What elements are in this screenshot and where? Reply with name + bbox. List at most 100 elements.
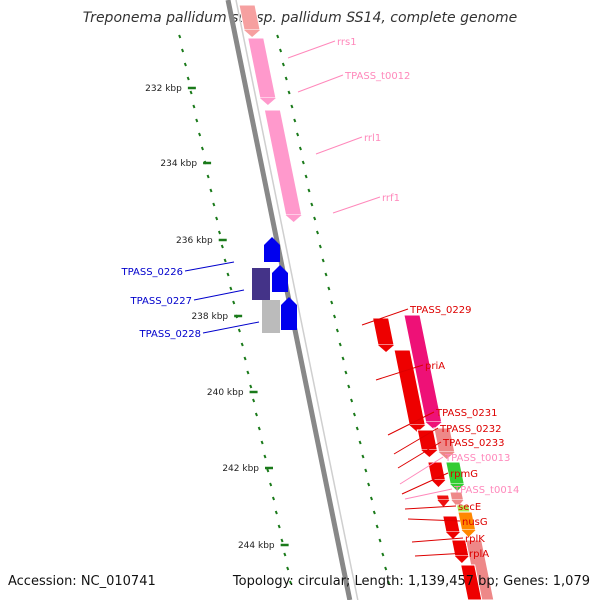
feature-label[interactable]: TPASS_0228 [139, 329, 201, 340]
tick-dot-right [276, 34, 280, 39]
feature-label[interactable]: TPASS_0233 [442, 438, 504, 449]
tick-dot-left [232, 300, 236, 305]
gene-tpass-0227[interactable] [252, 268, 270, 300]
tick-dot-right [358, 440, 362, 445]
tick-dot-left [178, 34, 182, 39]
gene-tpass-0229-a-arrowhead [378, 345, 395, 352]
feature-label[interactable]: TPASS_t0014 [453, 485, 519, 496]
feature-label[interactable]: TPASS_t0013 [444, 453, 510, 464]
tick-dot-left [269, 482, 273, 487]
gene-tpass-0229-a[interactable] [371, 317, 395, 346]
kbp-label: 242 kbp [222, 464, 259, 474]
kbp-label: 240 kbp [207, 388, 244, 398]
tick-dot-right [375, 524, 379, 529]
gene-tpass-0228[interactable] [262, 300, 280, 333]
feature-label[interactable]: rplA [469, 549, 489, 560]
tick-dot-left [283, 552, 287, 557]
feature-leader-line [407, 518, 461, 522]
tick-dot-right [293, 118, 297, 123]
kbp-label: 232 kbp [145, 84, 182, 94]
tick-dot-right [290, 104, 294, 109]
tick-dot-left [220, 244, 224, 249]
feature-leader-line [202, 321, 260, 334]
tick-dot-right [287, 90, 291, 95]
tick-dot-left [189, 90, 193, 95]
feature-label[interactable]: priA [425, 361, 445, 372]
gene-rplk-arrowhead [454, 556, 469, 563]
feature-leader-line [315, 136, 363, 155]
feature-leader-line [332, 196, 381, 214]
feature-label[interactable]: rpmG [450, 469, 478, 480]
tick-dot-left [237, 328, 241, 333]
tick-dot-right [330, 300, 334, 305]
feature-label[interactable]: TPASS_0231 [435, 408, 497, 419]
tick-dot-right [384, 566, 388, 571]
tick-dot-right [344, 370, 348, 375]
tick-dot-left [217, 230, 222, 235]
feature-label[interactable]: secE [458, 502, 481, 513]
tick-dot-right [310, 202, 314, 207]
tick-dot-left [209, 188, 213, 193]
tick-dot-left [289, 580, 293, 585]
tick-dot-left [240, 342, 244, 347]
tick-dot-left [254, 412, 258, 417]
tick-dot-left [277, 524, 281, 529]
tick-dot-right [298, 146, 302, 151]
tick-dot-left [280, 538, 284, 543]
gene-tpass-0231[interactable] [416, 429, 438, 451]
feature-label[interactable]: rrs1 [337, 37, 357, 48]
tick-dot-right [378, 538, 382, 543]
tick-dot-left [271, 496, 276, 501]
gene-small[interactable] [435, 494, 451, 501]
tick-dot-left [257, 426, 261, 431]
tick-dot-left [252, 398, 256, 403]
feature-label[interactable]: TPASS_0232 [439, 424, 501, 435]
gene-top-fragment[interactable] [238, 4, 261, 31]
gene-tpass-0226[interactable] [272, 265, 288, 292]
feature-label[interactable]: TPASS_t0012 [344, 71, 410, 82]
tick-dot-right [372, 510, 376, 515]
gene-rrl1-arrowhead [285, 215, 302, 222]
gene-rpla-b[interactable] [460, 564, 483, 600]
tick-dot-left [286, 566, 290, 571]
gene-tpass-0226-upper[interactable] [264, 237, 280, 262]
feature-label[interactable]: nusG [462, 517, 488, 528]
feature-label[interactable]: rrl1 [364, 133, 381, 144]
tick-dot-left [263, 454, 267, 459]
feature-leader-line [387, 411, 435, 436]
gene-rrs1-arrowhead [259, 98, 276, 105]
feature-leader-line [361, 308, 409, 326]
gene-rpmg-arrowhead [450, 484, 465, 491]
tick-dot-right [304, 174, 308, 179]
feature-label[interactable]: TPASS_0227 [130, 296, 192, 307]
gene-tpass-0233-arrowhead [431, 480, 446, 487]
feature-leader-line [193, 289, 245, 301]
feature-leader-line [287, 40, 336, 59]
feature-label[interactable]: TPASS_0226 [121, 267, 183, 278]
backbone-shadow [235, 0, 359, 600]
gene-pria-arrowhead [409, 425, 426, 432]
tick-dot-right [381, 552, 385, 557]
kbp-label: 234 kbp [160, 159, 197, 169]
tick-dot-right [296, 132, 300, 137]
gene-tpass-t0013-arrowhead [451, 500, 464, 507]
tick-dot-right [301, 160, 305, 165]
tick-dot-right [318, 244, 322, 249]
gene-tpass-0227-right[interactable] [281, 297, 297, 330]
tick-dot-left [183, 62, 187, 67]
feature-leader-line [401, 472, 449, 495]
gene-rplk-a-arrowhead [445, 532, 460, 539]
tick-dot-right [307, 188, 311, 193]
tick-dot-left [229, 286, 233, 291]
tick-dot-right [333, 314, 337, 319]
gene-rrs1[interactable] [247, 37, 277, 99]
tick-dot-left [260, 440, 264, 445]
genome-summary-text: Topology: circular; Length: 1,139,457 bp… [232, 574, 590, 589]
feature-label[interactable]: TPASS_0229 [409, 305, 471, 316]
tick-dot-left [249, 384, 253, 389]
feature-label[interactable]: rplK [465, 534, 485, 545]
tick-dot-right [284, 76, 288, 81]
gene-rplk-a[interactable] [442, 515, 461, 533]
feature-label[interactable]: rrf1 [382, 193, 400, 204]
